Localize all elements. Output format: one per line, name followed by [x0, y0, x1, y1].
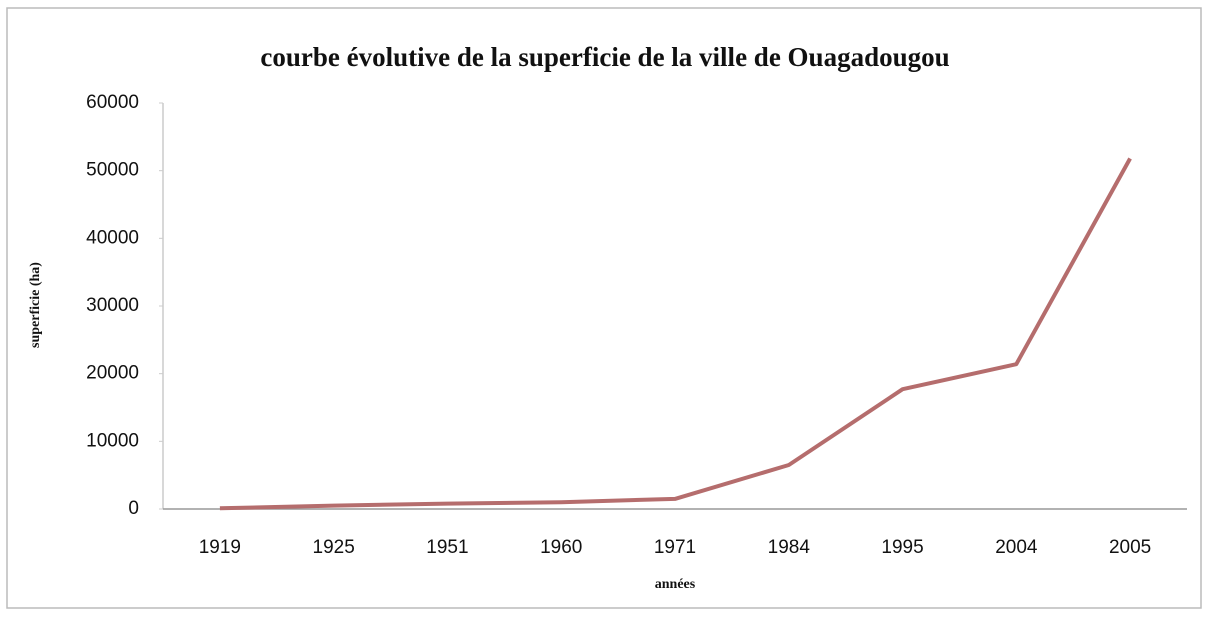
x-tick-label: 1960	[540, 537, 582, 558]
x-tick-label: 2005	[1109, 537, 1151, 558]
x-tick-label: 1984	[768, 537, 811, 558]
chart-frame	[6, 7, 1202, 609]
y-tick-label: 60000	[86, 92, 139, 113]
x-tick-label: 1971	[654, 537, 696, 558]
y-tick-label: 30000	[86, 295, 139, 316]
y-tick-label: 40000	[86, 227, 139, 248]
x-tick-label: 1951	[426, 537, 468, 558]
y-tick-label: 20000	[86, 363, 139, 384]
data-line	[219, 157, 1132, 511]
y-tick-label: 50000	[86, 160, 139, 181]
x-tick-label: 1925	[313, 537, 355, 558]
y-tick-label: 0	[128, 498, 139, 519]
x-tick-label: 1919	[199, 537, 241, 558]
chart-title: courbe évolutive de la superficie de la …	[260, 42, 949, 72]
x-tick-label: 1995	[881, 537, 923, 558]
y-tick-label: 10000	[86, 430, 139, 451]
x-tick-label: 2004	[995, 537, 1038, 558]
y-axis-label: superficie (ha)	[28, 262, 43, 348]
x-axis-label: années	[655, 577, 696, 592]
